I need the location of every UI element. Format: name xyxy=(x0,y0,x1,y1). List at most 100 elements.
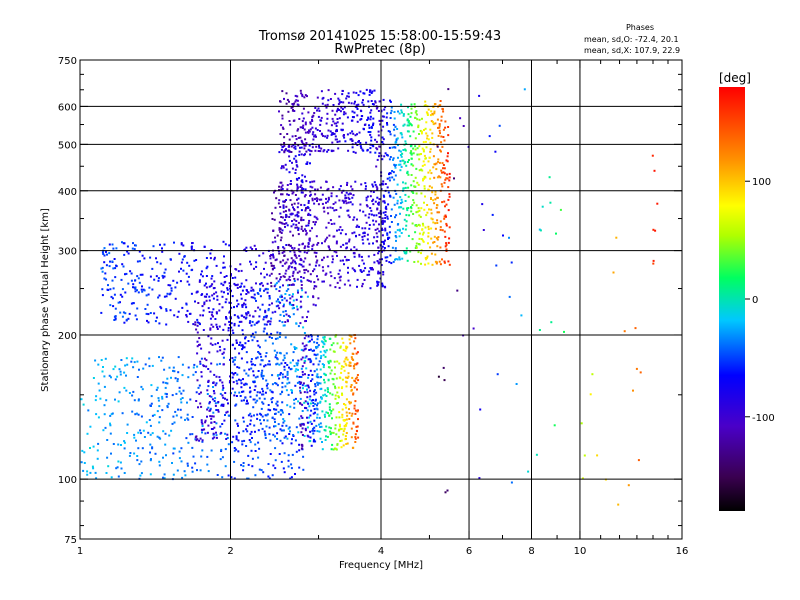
data-point xyxy=(314,193,317,196)
data-point xyxy=(299,423,302,426)
data-point xyxy=(307,206,310,209)
data-point xyxy=(348,408,350,411)
data-point xyxy=(368,224,371,226)
data-point xyxy=(372,185,375,188)
phases-stats-o: mean, sd,O: -72.4, 20.1 xyxy=(584,35,679,44)
data-point xyxy=(420,238,423,241)
data-point xyxy=(387,203,390,206)
data-point xyxy=(210,417,213,420)
data-point xyxy=(201,449,204,452)
data-point xyxy=(360,271,363,273)
data-point xyxy=(419,215,422,218)
data-point xyxy=(320,133,323,136)
data-point xyxy=(215,434,218,437)
data-point xyxy=(301,403,304,406)
data-point xyxy=(196,318,199,321)
data-point xyxy=(327,412,329,415)
data-point xyxy=(316,381,319,384)
data-point xyxy=(315,251,318,254)
data-point xyxy=(337,435,340,438)
data-point xyxy=(205,257,208,259)
data-point xyxy=(129,452,132,454)
data-point xyxy=(430,208,433,211)
data-point xyxy=(296,165,299,168)
data-point xyxy=(163,295,166,298)
data-point xyxy=(169,284,172,287)
data-point xyxy=(359,90,362,93)
data-point xyxy=(353,268,356,271)
data-point xyxy=(189,398,192,401)
data-point xyxy=(231,441,234,444)
data-point xyxy=(294,268,297,271)
data-point xyxy=(399,169,402,172)
data-point xyxy=(447,241,450,244)
data-point xyxy=(378,250,381,253)
data-point xyxy=(448,176,451,179)
data-point xyxy=(294,226,297,229)
data-point xyxy=(434,227,437,230)
data-point xyxy=(210,249,213,251)
data-point xyxy=(301,179,304,182)
data-point xyxy=(405,224,408,227)
data-point xyxy=(317,115,320,118)
data-point xyxy=(407,130,410,133)
data-point xyxy=(187,376,190,379)
data-point xyxy=(216,295,219,298)
data-point xyxy=(444,491,447,494)
data-point xyxy=(243,399,245,402)
data-point xyxy=(250,415,253,418)
data-point xyxy=(298,254,301,257)
data-point xyxy=(233,322,236,325)
data-point xyxy=(232,381,235,384)
data-point xyxy=(429,141,432,144)
data-point xyxy=(272,433,275,436)
data-point xyxy=(279,228,282,231)
data-point xyxy=(378,145,381,148)
data-point xyxy=(250,449,253,452)
data-point xyxy=(297,248,300,251)
data-point xyxy=(328,414,331,417)
data-point xyxy=(445,224,448,227)
data-point xyxy=(242,346,244,349)
data-point xyxy=(288,426,291,429)
data-point xyxy=(364,214,367,217)
data-point xyxy=(359,109,362,112)
data-point xyxy=(288,366,290,369)
data-point xyxy=(378,230,381,233)
data-point xyxy=(353,367,356,370)
data-point xyxy=(215,312,218,315)
data-point xyxy=(347,193,350,196)
data-point xyxy=(322,366,325,369)
data-point xyxy=(351,188,354,191)
data-point xyxy=(124,364,127,367)
data-point xyxy=(305,162,308,165)
data-point xyxy=(112,443,115,445)
data-point xyxy=(420,262,422,265)
data-point xyxy=(237,431,240,434)
data-point xyxy=(330,149,333,152)
data-point xyxy=(148,365,151,368)
data-point xyxy=(639,371,642,374)
data-point xyxy=(271,267,274,270)
data-point xyxy=(148,286,151,289)
data-point xyxy=(297,233,300,236)
data-point xyxy=(432,155,435,158)
data-point xyxy=(302,142,305,145)
data-point xyxy=(355,226,358,228)
data-point xyxy=(306,245,309,248)
data-point xyxy=(437,236,440,239)
data-point xyxy=(424,140,427,143)
data-point xyxy=(270,264,273,267)
data-point xyxy=(372,219,375,222)
data-point xyxy=(344,197,347,200)
data-point xyxy=(341,416,344,419)
data-point xyxy=(95,477,98,480)
data-point xyxy=(366,238,369,241)
data-point xyxy=(261,401,264,404)
data-point xyxy=(353,386,356,389)
data-point xyxy=(225,317,228,320)
data-point xyxy=(591,373,594,376)
data-point xyxy=(410,184,413,187)
data-point xyxy=(184,474,187,477)
data-point xyxy=(325,425,328,428)
